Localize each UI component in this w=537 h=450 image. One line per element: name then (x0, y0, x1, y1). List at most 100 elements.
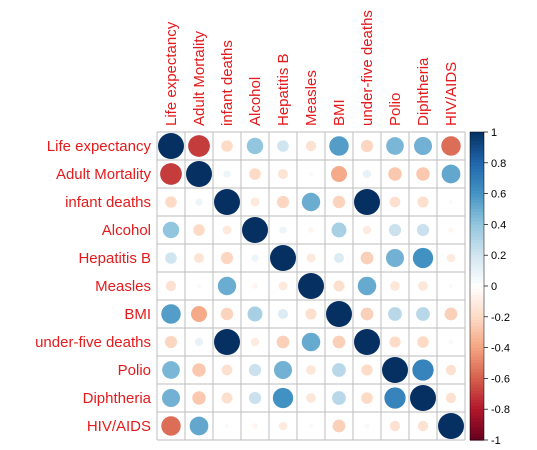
colorbar-segment (470, 313, 484, 318)
colorbar-segment (470, 292, 484, 296)
correlation-circle (448, 227, 454, 233)
correlation-circle (362, 225, 372, 235)
colorbar-segment (470, 205, 484, 210)
colorbar-segment (470, 295, 484, 299)
colorbar-segment (470, 436, 484, 441)
correlation-circle (192, 363, 206, 377)
column-label: Adult Mortality (191, 30, 208, 126)
correlation-circle (252, 283, 258, 289)
correlation-circle (196, 283, 202, 289)
colorbar-segment (470, 301, 484, 306)
colorbar-segment (470, 378, 484, 383)
correlation-circle (250, 337, 260, 347)
colorbar-segment (470, 353, 484, 358)
colorbar-segment (470, 209, 484, 213)
correlation-circle (441, 164, 461, 184)
correlation-circle (410, 385, 436, 411)
correlation-circle (160, 163, 182, 185)
colorbar-segment (470, 215, 484, 219)
correlation-circle (416, 223, 430, 237)
colorbar-tick-label: 0.8 (491, 158, 506, 170)
colorbar-segment (470, 329, 484, 333)
correlation-circle (165, 252, 177, 264)
correlation-circle (248, 391, 262, 405)
colorbar-segment (470, 298, 484, 302)
correlation-circle (276, 335, 290, 349)
column-label: Hepatitis B (275, 53, 292, 126)
correlation-circle (247, 306, 263, 322)
column-label: Diphtheria (415, 57, 432, 126)
colorbar-segment (470, 135, 484, 139)
colorbar-segment (470, 326, 484, 330)
correlation-circle (305, 140, 317, 152)
colorbar-segment (470, 178, 484, 182)
colorbar-segment (470, 233, 484, 238)
colorbar-segment (470, 412, 484, 416)
colorbar-segment (470, 218, 484, 222)
colorbar-tick-label: 0.2 (491, 250, 506, 262)
colorbar-segment (470, 255, 484, 259)
colorbar-segment (470, 168, 484, 173)
colorbar-tick-label: -0.6 (491, 373, 510, 385)
colorbar-segment (470, 165, 484, 170)
correlation-circle (416, 307, 430, 321)
colorbar-segment (470, 409, 484, 413)
colorbar-segment (470, 415, 484, 420)
colorbar-segment (470, 190, 484, 195)
colorbar-segment (470, 141, 484, 145)
correlation-circle (306, 253, 316, 263)
colorbar-segment (470, 221, 484, 225)
correlation-circle (188, 135, 210, 157)
correlation-circle (308, 423, 314, 429)
correlation-circle (445, 392, 457, 404)
correlation-circle (161, 304, 181, 324)
colorbar-segment (470, 230, 484, 235)
correlation-circle (223, 170, 231, 178)
colorbar-segment (470, 193, 484, 198)
correlation-circle (360, 139, 374, 153)
correlation-circle (417, 196, 429, 208)
colorbar-segment (470, 421, 484, 426)
correlation-circle (220, 307, 234, 321)
correlation-circle (389, 196, 401, 208)
correlation-circle (385, 248, 405, 268)
correlation-circle (165, 196, 177, 208)
correlation-circle (416, 167, 430, 181)
correlation-circle (329, 136, 349, 156)
colorbar-segment (470, 347, 484, 352)
correlation-circle (276, 195, 290, 209)
colorbar-segment (470, 430, 484, 435)
colorbar-segment (470, 212, 484, 216)
colorbar-segment (470, 381, 484, 386)
correlation-circle (333, 252, 345, 264)
correlation-circle (252, 423, 258, 429)
colorbar-segment (470, 261, 484, 266)
correlation-circle (301, 192, 321, 212)
colorbar-tick-label: 0 (491, 281, 497, 293)
colorbar-segment (470, 375, 484, 379)
correlation-circle (413, 136, 433, 156)
correlation-circle (277, 140, 289, 152)
colorbar-segment (470, 224, 484, 229)
correlation-circle (161, 388, 181, 408)
colorbar-segment (470, 316, 484, 321)
colorbar-segment (470, 153, 484, 158)
correlation-circle (221, 364, 233, 376)
correlation-circle (193, 224, 205, 236)
correlation-circle (331, 222, 347, 238)
colorbar-segment (470, 341, 484, 346)
correlation-circle (162, 361, 180, 379)
colorbar-segment (470, 319, 484, 324)
correlation-circle (278, 281, 288, 291)
column-label: Polio (387, 93, 404, 126)
colorbar-segment (470, 393, 484, 398)
correlation-circle (332, 363, 346, 377)
correlation-circle (194, 337, 204, 347)
column-label: HIV/AIDS (443, 62, 460, 126)
colorbar-segment (470, 399, 484, 404)
correlation-circle (306, 393, 316, 403)
correlation-circle (360, 307, 374, 321)
correlation-circle (448, 339, 454, 345)
colorbar-segment (470, 322, 484, 327)
correlation-circle (386, 137, 404, 155)
